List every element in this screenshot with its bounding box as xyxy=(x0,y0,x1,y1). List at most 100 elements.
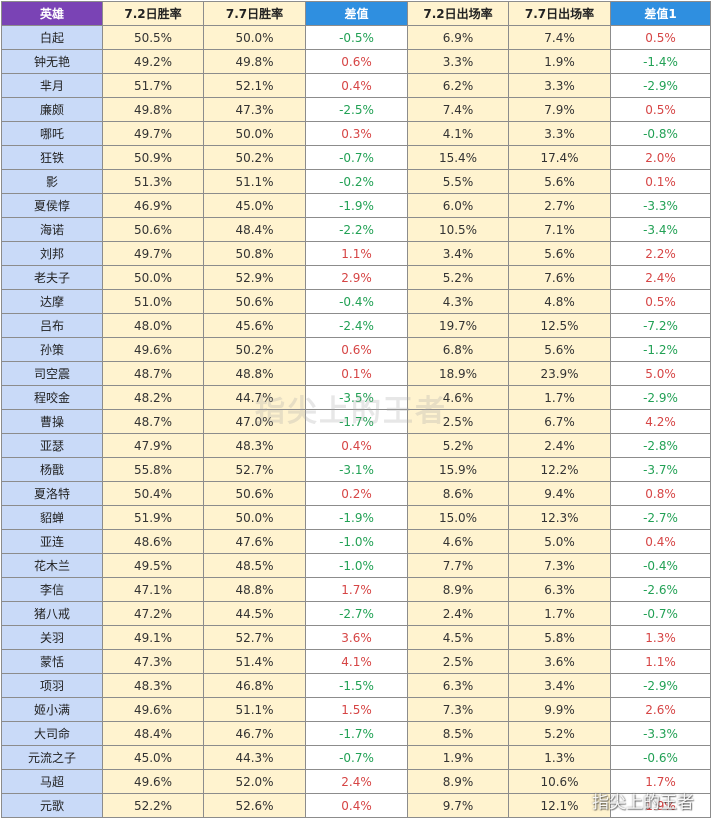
pick-rate-72: 8.5% xyxy=(407,721,509,746)
win-rate-diff: 0.4% xyxy=(305,433,408,458)
pick-rate-77: 6.7% xyxy=(508,409,611,434)
win-rate-diff: -2.4% xyxy=(305,313,408,338)
pick-rate-diff: -2.9% xyxy=(610,673,711,698)
pick-rate-diff: -3.7% xyxy=(610,457,711,482)
win-rate-diff: 1.7% xyxy=(305,577,408,602)
hero-name: 猪八戒 xyxy=(1,601,103,626)
hero-name: 芈月 xyxy=(1,73,103,98)
win-rate-diff: -1.9% xyxy=(305,193,408,218)
hero-name: 白起 xyxy=(1,25,103,50)
win-rate-77: 52.6% xyxy=(203,793,306,818)
win-rate-72: 48.7% xyxy=(102,409,204,434)
hero-name: 貂蝉 xyxy=(1,505,103,530)
hero-name: 项羽 xyxy=(1,673,103,698)
table-row: 影 51.3% 51.1% -0.2% 5.5% 5.6% 0.1% xyxy=(1,169,711,194)
pick-rate-77: 3.3% xyxy=(508,73,611,98)
win-rate-diff: -3.5% xyxy=(305,385,408,410)
pick-rate-77: 3.3% xyxy=(508,121,611,146)
pick-rate-72: 6.2% xyxy=(407,73,509,98)
pick-rate-diff: 1.1% xyxy=(610,649,711,674)
pick-rate-diff: -3.4% xyxy=(610,217,711,242)
pick-rate-diff: 0.8% xyxy=(610,481,711,506)
table-row: 孙策 49.6% 50.2% 0.6% 6.8% 5.6% -1.2% xyxy=(1,337,711,362)
table-row: 蒙恬 47.3% 51.4% 4.1% 2.5% 3.6% 1.1% xyxy=(1,649,711,674)
hero-name: 夏洛特 xyxy=(1,481,103,506)
pick-rate-diff: -7.2% xyxy=(610,313,711,338)
win-rate-72: 48.4% xyxy=(102,721,204,746)
win-rate-diff: 0.4% xyxy=(305,73,408,98)
win-rate-diff: -1.0% xyxy=(305,529,408,554)
win-rate-72: 47.3% xyxy=(102,649,204,674)
pick-rate-diff: 0.4% xyxy=(610,529,711,554)
win-rate-77: 47.3% xyxy=(203,97,306,122)
table-row: 老夫子 50.0% 52.9% 2.9% 5.2% 7.6% 2.4% xyxy=(1,265,711,290)
win-rate-72: 49.1% xyxy=(102,625,204,650)
table-row: 姬小满 49.6% 51.1% 1.5% 7.3% 9.9% 2.6% xyxy=(1,697,711,722)
win-rate-77: 46.7% xyxy=(203,721,306,746)
win-rate-diff: -1.0% xyxy=(305,553,408,578)
win-rate-72: 49.7% xyxy=(102,121,204,146)
table-row: 貂蝉 51.9% 50.0% -1.9% 15.0% 12.3% -2.7% xyxy=(1,505,711,530)
table-row: 夏洛特 50.4% 50.6% 0.2% 8.6% 9.4% 0.8% xyxy=(1,481,711,506)
win-rate-72: 55.8% xyxy=(102,457,204,482)
win-rate-diff: -3.1% xyxy=(305,457,408,482)
win-rate-72: 49.7% xyxy=(102,241,204,266)
pick-rate-diff: 1.3% xyxy=(610,625,711,650)
pick-rate-diff: 2.6% xyxy=(610,697,711,722)
pick-rate-72: 18.9% xyxy=(407,361,509,386)
hero-name: 蒙恬 xyxy=(1,649,103,674)
hero-name: 吕布 xyxy=(1,313,103,338)
pick-rate-72: 10.5% xyxy=(407,217,509,242)
win-rate-diff: -0.7% xyxy=(305,745,408,770)
win-rate-77: 44.5% xyxy=(203,601,306,626)
pick-rate-72: 4.1% xyxy=(407,121,509,146)
table-row: 哪吒 49.7% 50.0% 0.3% 4.1% 3.3% -0.8% xyxy=(1,121,711,146)
win-rate-diff: 0.4% xyxy=(305,793,408,818)
pick-rate-diff: 0.5% xyxy=(610,289,711,314)
table-row: 芈月 51.7% 52.1% 0.4% 6.2% 3.3% -2.9% xyxy=(1,73,711,98)
pick-rate-72: 15.4% xyxy=(407,145,509,170)
win-rate-72: 49.6% xyxy=(102,697,204,722)
hero-name: 达摩 xyxy=(1,289,103,314)
pick-rate-diff: 0.5% xyxy=(610,97,711,122)
pick-rate-77: 6.3% xyxy=(508,577,611,602)
table-body: 白起 50.5% 50.0% -0.5% 6.9% 7.4% 0.5% 钟无艳 49.2% 49.… xyxy=(1,25,711,818)
win-rate-diff: -1.5% xyxy=(305,673,408,698)
win-rate-72: 48.3% xyxy=(102,673,204,698)
pick-rate-77: 2.4% xyxy=(508,433,611,458)
hero-name: 大司命 xyxy=(1,721,103,746)
hero-name: 老夫子 xyxy=(1,265,103,290)
win-rate-72: 47.2% xyxy=(102,601,204,626)
pick-rate-72: 6.0% xyxy=(407,193,509,218)
table-row: 白起 50.5% 50.0% -0.5% 6.9% 7.4% 0.5% xyxy=(1,25,711,50)
win-rate-77: 50.6% xyxy=(203,481,306,506)
win-rate-77: 52.7% xyxy=(203,457,306,482)
win-rate-72: 48.6% xyxy=(102,529,204,554)
win-rate-diff: 0.1% xyxy=(305,361,408,386)
hero-name: 夏侯惇 xyxy=(1,193,103,218)
pick-rate-72: 4.6% xyxy=(407,529,509,554)
win-rate-77: 50.0% xyxy=(203,505,306,530)
win-rate-77: 46.8% xyxy=(203,673,306,698)
header-pick-rate-77: 7.7日出场率 xyxy=(508,1,611,26)
win-rate-72: 50.9% xyxy=(102,145,204,170)
table-row: 李信 47.1% 48.8% 1.7% 8.9% 6.3% -2.6% xyxy=(1,577,711,602)
win-rate-72: 50.5% xyxy=(102,25,204,50)
hero-name: 廉颇 xyxy=(1,97,103,122)
win-rate-diff: 0.3% xyxy=(305,121,408,146)
pick-rate-77: 9.4% xyxy=(508,481,611,506)
hero-name: 孙策 xyxy=(1,337,103,362)
header-win-rate-72: 7.2日胜率 xyxy=(102,1,204,26)
table-row: 达摩 51.0% 50.6% -0.4% 4.3% 4.8% 0.5% xyxy=(1,289,711,314)
pick-rate-77: 23.9% xyxy=(508,361,611,386)
header-win-rate-77: 7.7日胜率 xyxy=(203,1,306,26)
win-rate-diff: 1.1% xyxy=(305,241,408,266)
win-rate-77: 50.8% xyxy=(203,241,306,266)
win-rate-72: 47.9% xyxy=(102,433,204,458)
win-rate-diff: -0.2% xyxy=(305,169,408,194)
pick-rate-72: 4.6% xyxy=(407,385,509,410)
pick-rate-77: 5.6% xyxy=(508,241,611,266)
win-rate-diff: 0.6% xyxy=(305,337,408,362)
win-rate-72: 49.8% xyxy=(102,97,204,122)
